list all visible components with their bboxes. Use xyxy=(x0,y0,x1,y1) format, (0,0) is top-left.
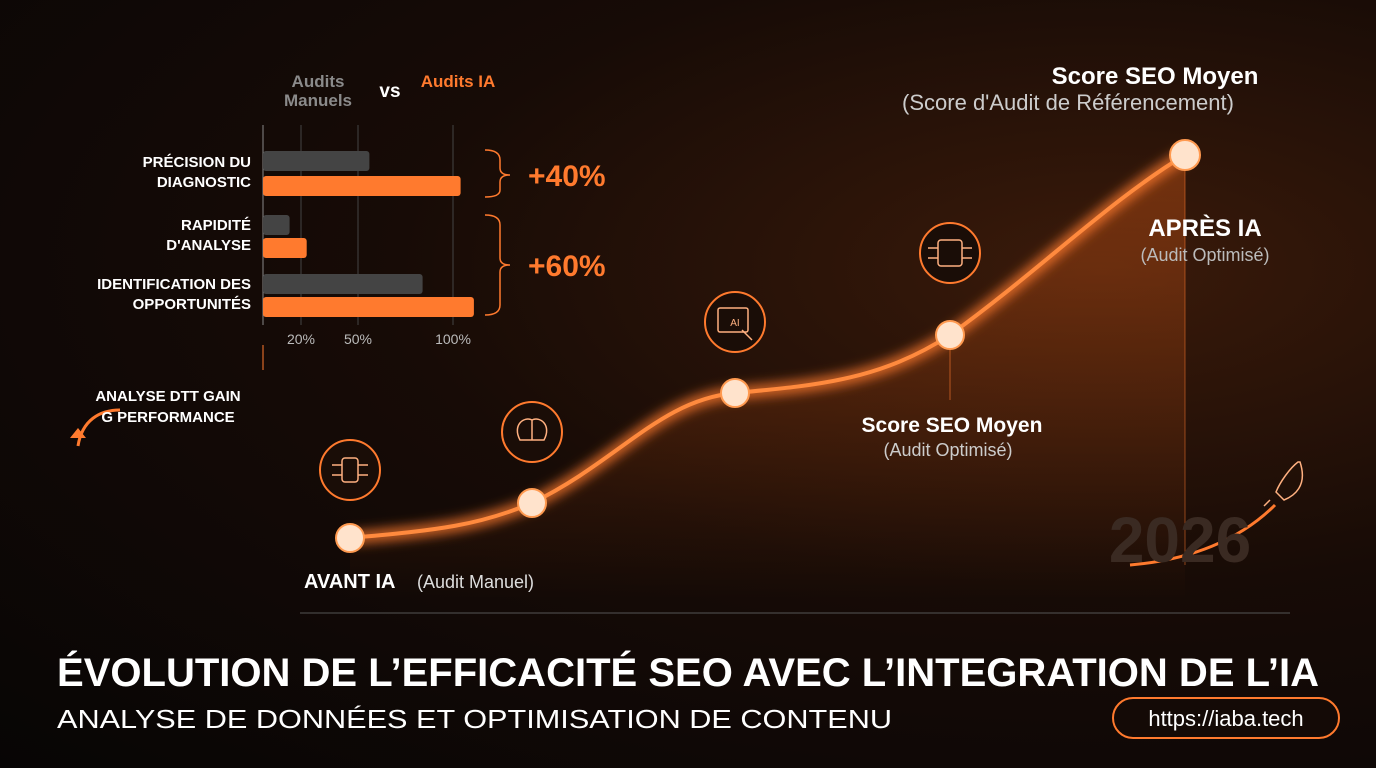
legend-entry: Audits Manuels xyxy=(283,72,353,110)
bar xyxy=(263,215,290,235)
bracket xyxy=(484,149,511,198)
end-sub: (Audit Optimisé) xyxy=(1140,245,1269,265)
bar xyxy=(263,176,461,196)
curve-points xyxy=(335,139,1201,553)
note-arrowhead xyxy=(70,428,86,438)
category-label: IDENTIFICATION DES OPPORTUNITÉS xyxy=(97,276,251,313)
x-tick-label: 20% xyxy=(287,331,315,347)
curve-area xyxy=(350,155,1185,600)
point xyxy=(1169,139,1201,171)
bracket xyxy=(484,214,511,316)
bar xyxy=(263,297,474,317)
point xyxy=(335,523,365,553)
curve xyxy=(349,153,1187,540)
rocket-trail xyxy=(1129,503,1277,567)
icon xyxy=(319,439,381,501)
glyph xyxy=(332,464,368,476)
note-arrow xyxy=(76,408,121,447)
icon-glyphs xyxy=(332,239,1304,507)
icon-text: AI xyxy=(730,318,739,329)
glyph xyxy=(341,457,359,483)
annotation: +40% xyxy=(528,160,606,193)
x-tick-label: 50% xyxy=(344,331,372,347)
point xyxy=(517,488,547,518)
icon xyxy=(919,222,981,284)
start-sub: (Audit Manuel) xyxy=(417,572,534,592)
glyph xyxy=(741,329,753,341)
legend-entry: Audits IA xyxy=(420,72,496,91)
rocket xyxy=(1263,461,1304,507)
category-label: RAPIDITÉ D'ANALYSE xyxy=(166,217,251,254)
x-tick-label: 100% xyxy=(435,331,471,347)
bar xyxy=(263,151,370,171)
footer-subtitle: ANALYSE DE DONNÉES ET OPTIMISATION DE CO… xyxy=(57,704,892,734)
glyph xyxy=(928,247,972,259)
glyph xyxy=(937,239,963,267)
footer-title: ÉVOLUTION DE L’EFFICACITÉ SEO AVEC L’INT… xyxy=(57,650,1319,695)
year: 2026 xyxy=(1109,504,1251,576)
note: ANALYSE DTT GAIN G PERFORMANCE xyxy=(95,388,241,426)
curve-title: Score SEO Moyen xyxy=(1052,63,1259,90)
glyph xyxy=(516,418,548,441)
url-pill xyxy=(1112,697,1340,739)
url[interactable]: https://iaba.tech xyxy=(1148,706,1303,731)
legend-separator: vs xyxy=(379,81,401,102)
point xyxy=(720,378,750,408)
bar xyxy=(263,274,423,294)
bar xyxy=(263,238,307,258)
mid-sub: (Audit Optimisé) xyxy=(883,440,1012,460)
glyph xyxy=(717,307,749,333)
category-label: PRÉCISION DU DIAGNOSTIC xyxy=(142,154,251,191)
curve-subtitle: (Score d'Audit de Référencement) xyxy=(902,90,1234,115)
annotation: +60% xyxy=(528,250,606,283)
point xyxy=(935,320,965,350)
end-label: APRÈS IA xyxy=(1148,214,1261,242)
mid-label: Score SEO Moyen xyxy=(862,414,1043,437)
start-label: AVANT IA xyxy=(304,571,395,593)
